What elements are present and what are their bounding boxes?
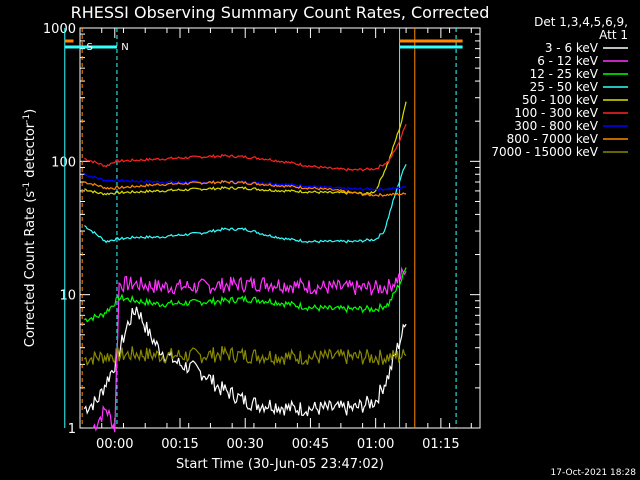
y-axis-label: Corrected Count Rate (s-1 detector-1) [22,109,38,347]
legend-label: 50 - 100 keV [522,93,599,107]
annotation-label-s: S [87,42,93,53]
y-tick-label: 1000 [43,22,76,37]
legend-label: 25 - 50 keV [530,80,599,94]
series-line-12-25-kev [83,267,407,323]
series-line-25-50-kev [84,164,407,244]
legend-header-1: Det 1,3,4,5,6,9, [534,15,628,29]
annotation-label-n: N [121,42,128,53]
legend-label: 800 - 7000 keV [507,132,599,146]
chart-title: RHESSI Observing Summary Count Rates, Co… [71,3,490,22]
x-tick-label: 00:30 [226,437,263,452]
plot-area: 1 10 100 1000 00:00 00:15 00:30 00:45 01:00 01:15… [43,22,481,452]
series-line-6-12-kev [92,266,407,433]
plot-frame [79,27,481,429]
x-tick-label: 01:15 [422,437,459,452]
legend-label: 12 - 25 keV [530,67,599,81]
legend-label: 6 - 12 keV [537,54,599,68]
legend-label: 3 - 6 keV [545,41,599,55]
x-axis-label: Start Time (30-Jun-05 23:47:02) [176,457,384,472]
series-line-7000-15000-kev [83,345,407,367]
series-line-800-7000-kev [84,179,407,198]
y-axis-label-main: Corrected Count Rate (s [23,191,38,348]
series-line-3-6-kev [83,306,407,417]
legend-label: 7000 - 15000 keV [491,145,598,159]
y-axis-label-end: ) [23,109,38,114]
footer-date: 17-Oct-2021 18:28 [551,468,637,478]
x-tick-label: 00:15 [161,437,198,452]
legend-label: 300 - 800 keV [514,119,598,133]
legend-label: 100 - 300 keV [514,106,598,120]
y-axis-label-mid: detector [23,122,38,182]
series-line-100-300-kev [84,123,407,172]
y-tick-label: 100 [51,155,76,170]
legend-header-2: Att 1 [599,28,628,42]
x-tick-label: 01:00 [357,437,394,452]
x-tick-label: 00:00 [96,437,133,452]
y-tick-label: 10 [59,289,76,304]
x-tick-label: 00:45 [292,437,329,452]
y-tick-label: 1 [68,422,76,437]
y-axis-label-sup2: -1 [22,114,32,123]
y-axis-label-sup1: -1 [22,182,32,191]
